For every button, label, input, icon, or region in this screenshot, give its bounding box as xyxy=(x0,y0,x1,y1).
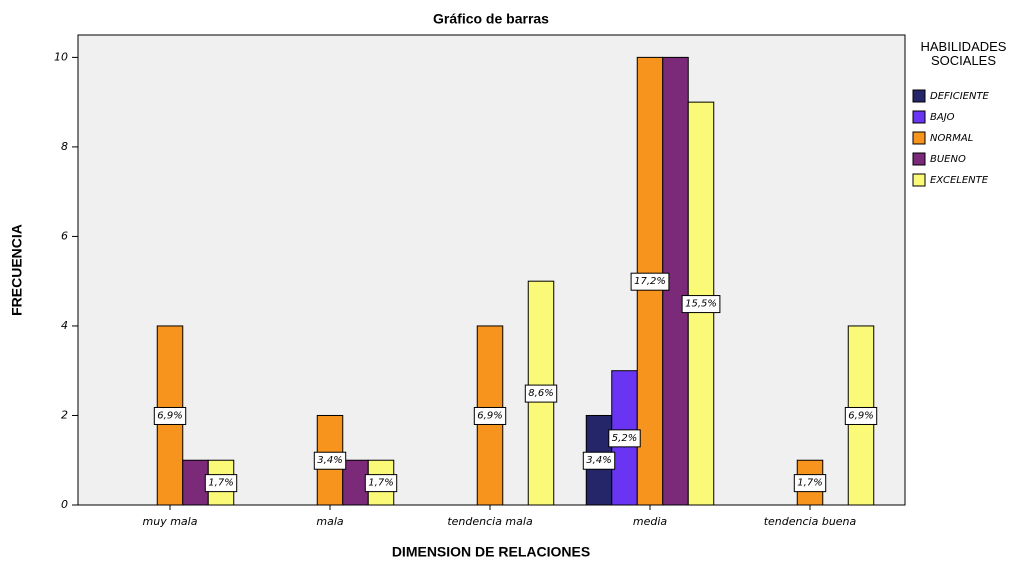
value-label-box xyxy=(681,295,721,314)
y-tick-label: 10 xyxy=(54,50,68,63)
value-label: 1,7% xyxy=(797,478,822,489)
value-label-box xyxy=(793,474,827,493)
legend-label: BUENO xyxy=(930,154,966,165)
x-axis-title: DIMENSION DE RELACIONES xyxy=(392,544,590,560)
value-label: 5,2% xyxy=(612,433,637,444)
legend-swatch xyxy=(912,110,926,124)
value-label-box xyxy=(608,429,641,448)
legend-label: NORMAL xyxy=(930,133,973,144)
x-tick-label: muy mala xyxy=(143,515,198,528)
legend-swatch xyxy=(912,173,926,187)
legend-label: EXCELENTE xyxy=(930,175,989,186)
value-label-box xyxy=(204,474,238,493)
x-tick-label: media xyxy=(633,515,668,528)
value-label-box xyxy=(473,406,507,425)
y-tick-label: 0 xyxy=(61,498,68,511)
value-label-box xyxy=(844,406,878,425)
y-tick-label: 6 xyxy=(61,229,68,242)
value-label: 17,2% xyxy=(634,276,666,287)
value-label-box xyxy=(153,406,187,425)
value-label: 3,4% xyxy=(586,455,611,466)
y-tick-label: 2 xyxy=(61,408,68,421)
x-tick-label: tendencia buena xyxy=(764,515,857,528)
value-label: 15,5% xyxy=(685,299,717,310)
x-tick-label: mala xyxy=(316,515,344,528)
value-label: 3,4% xyxy=(317,455,342,466)
legend-label: DEFICIENTE xyxy=(930,91,990,102)
value-label: 1,7% xyxy=(208,478,233,489)
legend-label: BAJO xyxy=(930,112,955,123)
value-label: 6,9% xyxy=(848,410,873,421)
y-tick-label: 4 xyxy=(61,319,68,332)
y-axis-title: FRECUENCIA xyxy=(9,224,25,316)
chart-title: Gráfico de barras xyxy=(433,11,549,27)
value-label-box xyxy=(524,384,558,403)
value-label: 1,7% xyxy=(368,478,393,489)
legend-swatch xyxy=(912,89,926,103)
value-label-box xyxy=(630,272,670,291)
bar xyxy=(182,459,209,506)
legend-swatch xyxy=(912,131,926,145)
legend-swatch xyxy=(912,152,926,166)
value-label-box xyxy=(364,474,398,493)
bar xyxy=(342,459,369,506)
y-tick-label: 8 xyxy=(61,140,68,153)
x-tick-label: tendencia mala xyxy=(447,515,533,528)
legend-title: HABILIDADES SOCIALES xyxy=(920,39,1007,68)
value-label: 6,9% xyxy=(477,410,502,421)
value-label-box xyxy=(582,451,616,470)
value-label-box xyxy=(313,451,347,470)
value-label: 6,9% xyxy=(157,410,182,421)
value-label: 8,6% xyxy=(528,388,553,399)
